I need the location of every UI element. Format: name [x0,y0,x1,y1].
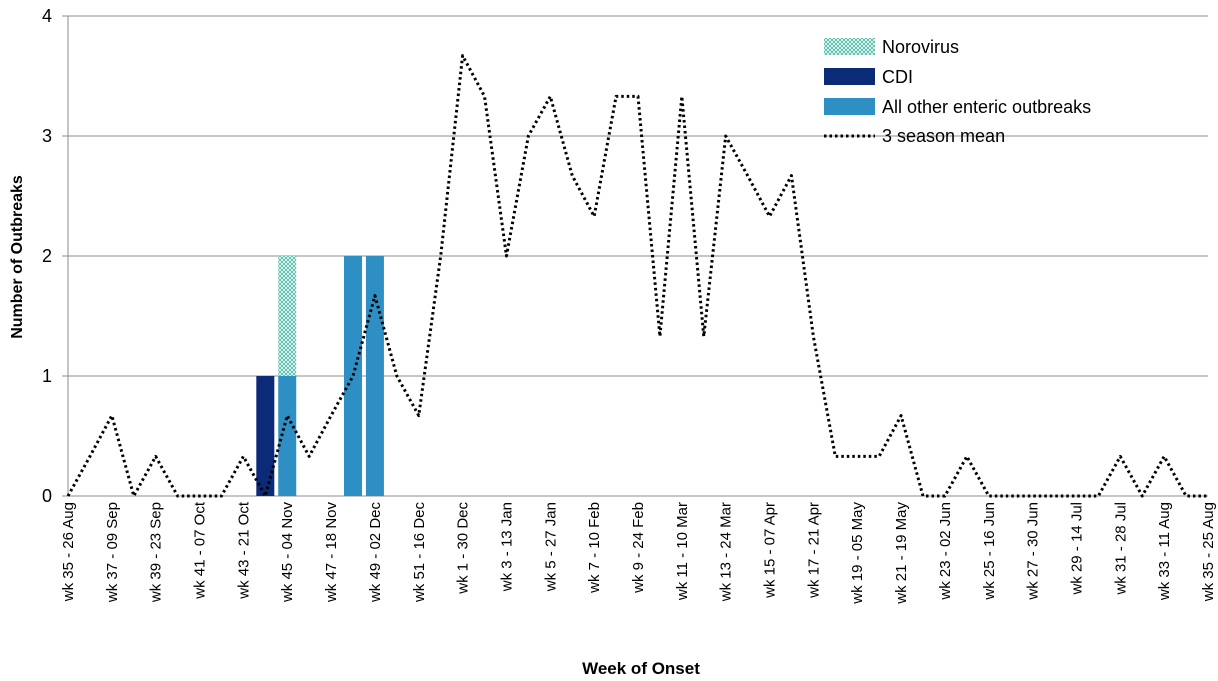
bar-other-enteric [344,256,362,496]
legend-swatch-cdi [824,68,875,85]
x-tick-label: wk 47 - 18 Nov [323,502,340,604]
x-tick-label: wk 3 - 13 Jan [498,502,515,592]
x-tick-label: wk 23 - 02 Jun [937,502,954,601]
bar-norovirus [278,256,297,376]
bar-cdi [256,376,275,496]
legend-label-norovirus: Norovirus [882,37,959,57]
y-tick-label-4: 4 [42,6,52,26]
legend-label-other-enteric: All other enteric outbreaks [882,97,1091,117]
x-tick-label: wk 13 - 24 Mar [718,502,735,602]
x-tick-label: wk 9 - 24 Feb [630,502,647,594]
y-tick-label-3: 3 [42,126,52,146]
x-tick-label: wk 33 - 11 Aug [1156,502,1173,601]
x-tick-label: wk 27 - 30 Jun [1025,502,1042,601]
x-tick-label: wk 39 - 23 Sep [148,502,165,603]
mean-line-path [66,54,1208,498]
y-tick-label-0: 0 [42,486,52,506]
x-tick-label: wk 11 - 10 Mar [674,502,691,601]
x-tick-label: wk 45 - 04 Nov [279,502,296,604]
x-tick-label: wk 49 - 02 Dec [367,502,384,604]
x-axis-title: Week of Onset [582,659,700,678]
x-tick-label: wk 21 - 19 May [893,502,910,605]
x-tick-label: wk 35 - 25 Aug [1200,502,1217,602]
x-tick-label: wk 19 - 05 May [849,502,866,605]
x-tick-label: wk 5 - 27 Jan [542,502,559,592]
legend-label-cdi: CDI [882,67,913,87]
x-tick-label: wk 35 - 26 Aug [60,502,77,602]
x-tick-label: wk 51 - 16 Dec [411,502,428,604]
x-tick-labels: wk 35 - 26 Aug wk 37 - 09 Sep wk 39 - 23 S… [60,501,1217,605]
legend: Norovirus CDI All other enteric outbreak… [824,37,1091,146]
bar-other-enteric [365,256,384,496]
x-tick-label: wk 37 - 09 Sep [104,502,121,603]
x-tick-label: wk 15 - 07 Apr [762,502,779,599]
x-tick-label: wk 17 - 21 Apr [805,502,822,599]
x-tick-label: wk 1 - 30 Dec [455,502,472,595]
y-tick-labels: 0 1 2 3 4 [42,6,52,506]
legend-label-mean: 3 season mean [882,126,1005,146]
mean-line [66,54,1208,498]
x-tick-label: wk 43 - 21 Oct [235,501,252,600]
y-tick-label-2: 2 [42,246,52,266]
x-tick-label: wk 41 - 07 Oct [192,501,209,600]
y-axis-title: Number of Outbreaks [9,175,26,339]
legend-swatch-other-enteric [824,98,875,115]
y-tick-label-1: 1 [42,366,52,386]
legend-swatch-norovirus [824,38,875,55]
bar-other-enteric [278,376,297,496]
x-tick-label: wk 7 - 10 Feb [586,502,603,594]
x-tick-label: wk 31 - 28 Jul [1112,502,1129,596]
gridlines [68,15,1208,377]
x-tick-label: wk 29 - 14 Jul [1068,502,1085,596]
x-tick-label: wk 25 - 16 Jun [981,502,998,601]
